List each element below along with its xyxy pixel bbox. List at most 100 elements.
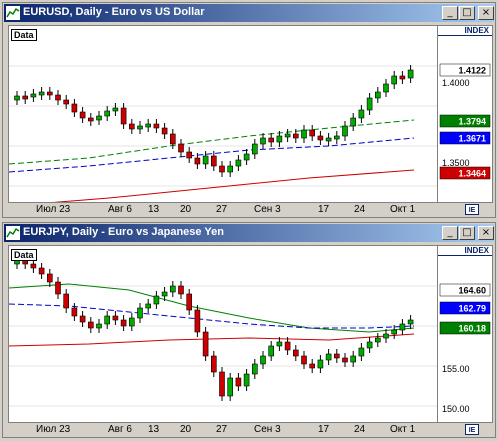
price-marker: 1.3464 (439, 166, 491, 180)
candle (383, 79, 389, 97)
price-axis: INDEX 1.4000 1.3500 1.4122 1.3794 1.3671 1.34… (438, 25, 493, 203)
candle (219, 161, 225, 177)
candle (104, 311, 110, 329)
index-label: INDEX (438, 246, 492, 256)
candle (63, 95, 70, 109)
candle (153, 291, 160, 309)
candlestick-chart[interactable] (9, 26, 437, 202)
time-tick-label: 27 (216, 204, 228, 215)
moving-average-line (9, 303, 415, 329)
price-axis-scale: 1.4000 1.3500 1.4122 1.3794 1.3671 1.3464 (439, 63, 491, 180)
candle (219, 367, 225, 401)
time-tick-label: Сен 3 (254, 424, 281, 435)
candle (292, 129, 299, 143)
moving-average-line (9, 283, 415, 333)
time-tick-label: Окт 1 (390, 204, 416, 215)
candle (161, 287, 168, 301)
candle (137, 303, 143, 323)
candle (260, 351, 266, 369)
candle (292, 345, 299, 361)
scale-toggle-icon[interactable]: IE (465, 424, 479, 435)
time-tick-label: 20 (180, 204, 192, 215)
candle (407, 315, 414, 329)
candle (153, 119, 160, 133)
candle (137, 121, 143, 134)
time-tick-label: 24 (354, 424, 366, 435)
scale-toggle-icon[interactable]: IE (465, 204, 479, 215)
candle (79, 311, 86, 327)
candle (211, 151, 217, 171)
time-tick-label: Окт 1 (390, 424, 416, 435)
candle (161, 123, 168, 139)
price-tick-label: 1.3500 (442, 158, 470, 168)
candle (227, 161, 233, 177)
svg-text:160.18: 160.18 (458, 324, 486, 334)
close-button[interactable]: × (478, 6, 494, 20)
svg-text:1.3464: 1.3464 (458, 169, 486, 179)
price-axis: INDEX 155.00 150.00 164.60 162.79 160.18 (438, 245, 493, 423)
candle (30, 89, 37, 102)
time-tick-label: Авг 6 (108, 424, 132, 435)
candle (325, 133, 332, 146)
time-axis: Июл 23 Авг 6 13 20 27 Сен 3 17 24 Окт 1 (8, 423, 438, 437)
time-tick-label: 13 (148, 204, 160, 215)
minimize-button[interactable]: _ (442, 6, 458, 20)
time-tick-label: Июл 23 (36, 204, 71, 215)
candle (366, 337, 373, 353)
chart-window-eurusd[interactable]: EURUSD, Daily - Euro vs US Dollar _ □ × … (2, 2, 496, 218)
time-tick-label: 20 (180, 424, 192, 435)
candle (284, 337, 291, 355)
chart-window-icon (6, 6, 20, 20)
candle (88, 317, 94, 333)
minimize-button[interactable]: _ (442, 226, 458, 240)
chart-window-eurjpy[interactable]: EURJPY, Daily - Euro vs Japanese Yen _ □… (2, 222, 496, 438)
candle (268, 133, 275, 147)
candle (145, 299, 151, 313)
candle (374, 333, 381, 347)
candle (71, 303, 78, 321)
candle (235, 155, 242, 171)
candle (129, 119, 135, 134)
title-bar[interactable]: EURJPY, Daily - Euro vs Japanese Yen _ □… (4, 224, 494, 242)
moving-average-line (9, 137, 415, 173)
candle (309, 359, 316, 373)
data-label: Data (11, 249, 37, 261)
candle (186, 289, 192, 315)
price-marker: 160.18 (439, 321, 491, 335)
axis-corner: IE (438, 423, 493, 437)
candlestick-chart[interactable] (9, 246, 437, 422)
maximize-button[interactable]: □ (459, 226, 475, 240)
candle (366, 93, 373, 115)
candle (358, 105, 365, 123)
price-chart-area[interactable]: Data (8, 245, 438, 423)
price-tick-label: 155.00 (442, 364, 470, 374)
candle (178, 281, 184, 299)
time-tick-label: 17 (318, 424, 330, 435)
maximize-button[interactable]: □ (459, 6, 475, 20)
title-bar[interactable]: EURUSD, Daily - Euro vs US Dollar _ □ × (4, 4, 494, 22)
index-label: INDEX (438, 26, 492, 36)
candle (391, 71, 398, 89)
candle (333, 131, 340, 144)
svg-text:1.4122: 1.4122 (458, 66, 486, 76)
svg-text:162.79: 162.79 (458, 304, 486, 314)
svg-text:1.3794: 1.3794 (458, 117, 486, 127)
candle (342, 121, 348, 141)
price-marker: 1.3671 (439, 131, 491, 145)
price-marker: 1.3794 (439, 114, 491, 128)
candle (46, 269, 53, 287)
data-label: Data (11, 29, 37, 41)
window-title: EURUSD, Daily - Euro vs US Dollar (23, 6, 205, 18)
chart-window-icon (6, 226, 20, 240)
candle (112, 103, 119, 116)
candle (301, 351, 307, 369)
candle (170, 129, 176, 149)
candle (71, 99, 78, 117)
candle (129, 313, 135, 331)
close-button[interactable]: × (478, 226, 494, 240)
price-chart-area[interactable]: Data (8, 25, 438, 203)
time-tick-label: Июл 23 (36, 424, 71, 435)
candle (317, 355, 324, 373)
candle (120, 315, 127, 331)
candle (30, 259, 37, 273)
